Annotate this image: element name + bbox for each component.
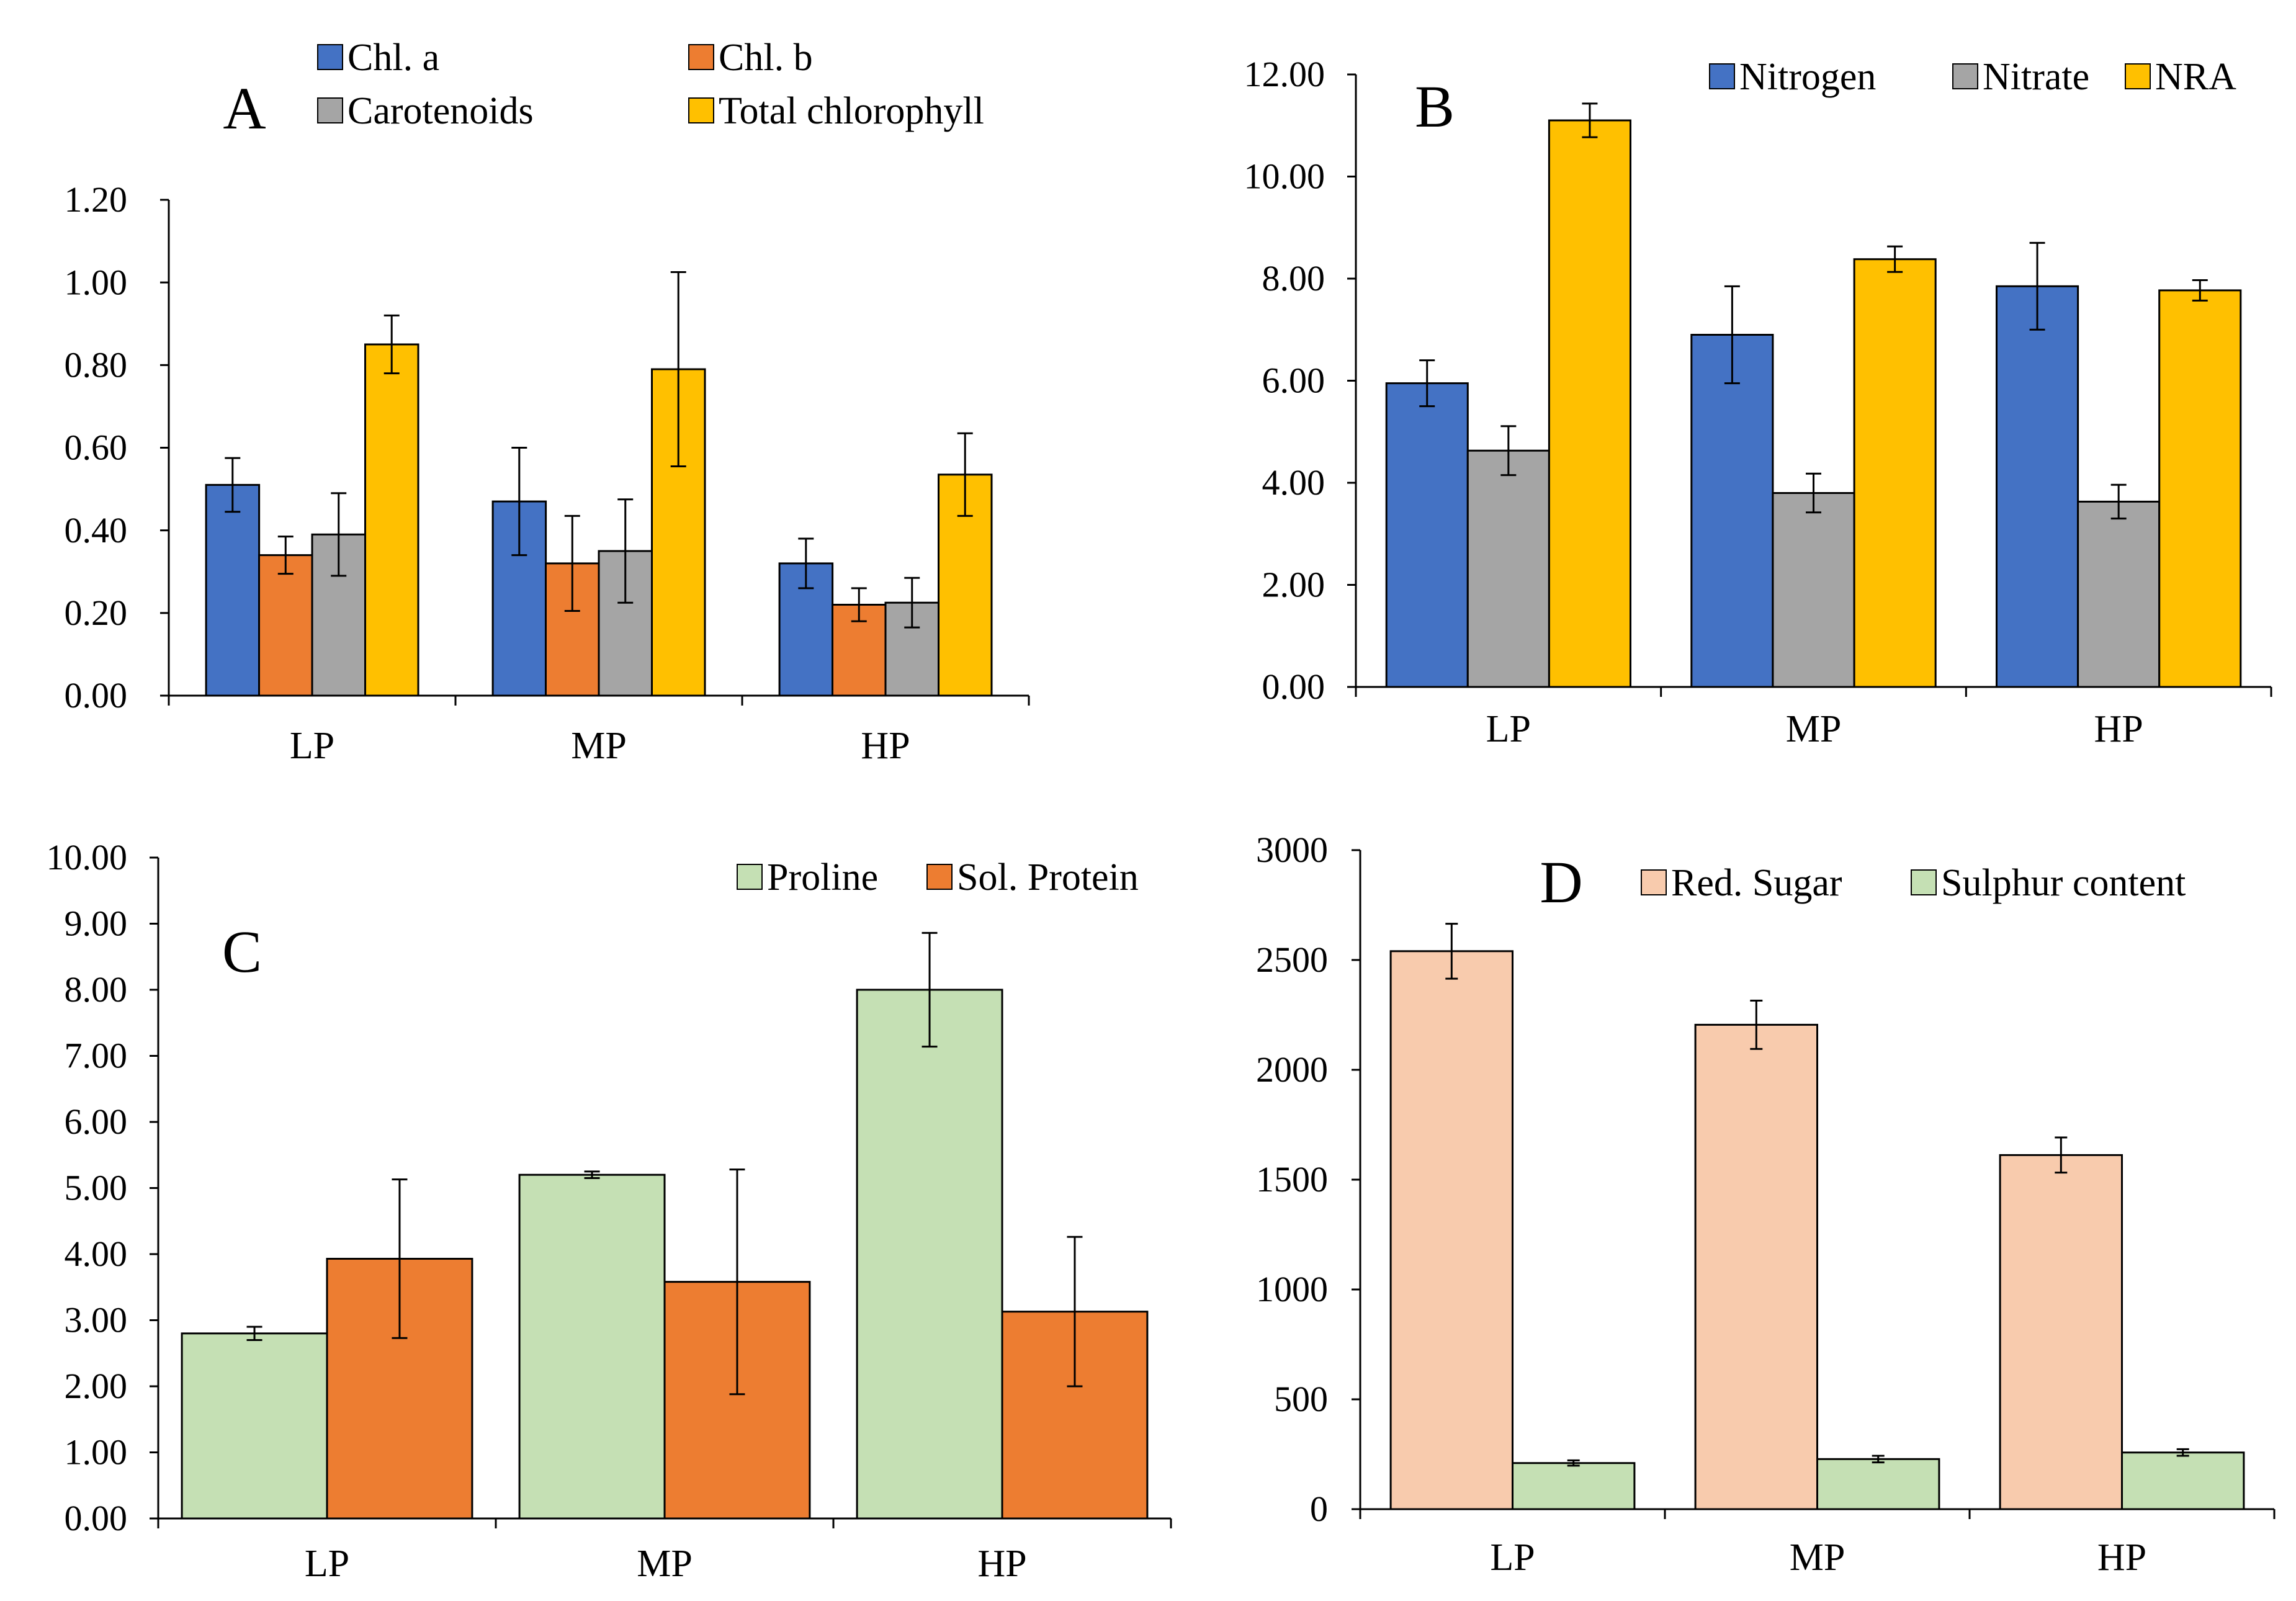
legend-swatch [2125, 63, 2151, 89]
panel-c: C 0.00 1.00 2.00 3.00 4.00 5.00 6.00 7.00 8.00 9.… [47, 837, 1172, 1585]
legend-label: Nitrate [1983, 56, 2089, 98]
legend-label: Carotenoids [348, 90, 534, 132]
legend-swatch [1952, 63, 1978, 89]
y-tick-label: 4.00 [1262, 462, 1325, 503]
y-tick-label: 2.00 [65, 1366, 128, 1406]
y-tick-label: 1500 [1256, 1159, 1328, 1200]
y-tick-label: 2000 [1256, 1049, 1328, 1090]
bar [2121, 1451, 2245, 1510]
y-tick-label: 2.00 [1262, 565, 1325, 605]
y-tick-label: 0.40 [65, 510, 128, 550]
y-tick-label: 7.00 [65, 1036, 128, 1076]
bar [364, 343, 419, 697]
y-tick-label: 6.00 [65, 1101, 128, 1142]
legend-swatch [688, 44, 714, 70]
panel-label: B [1415, 73, 1455, 140]
y-tick-label: 0.80 [65, 344, 128, 385]
bar [2158, 289, 2242, 688]
bar [1389, 950, 1514, 1510]
legend-swatch [1641, 869, 1667, 895]
x-tick-label: HP [2094, 708, 2143, 750]
bar [1694, 1023, 1819, 1510]
x-tick-label: MP [1786, 708, 1842, 750]
y-tick-label: 10.00 [47, 837, 128, 877]
legend-swatch [317, 44, 343, 70]
panel-label: D [1540, 849, 1582, 915]
legend-label: Proline [767, 856, 878, 899]
x-tick-label: LP [1490, 1536, 1535, 1579]
legend-label: Chl. a [348, 37, 439, 79]
legend-label: Red. Sugar [1671, 862, 1842, 904]
y-tick-label: 8.00 [1262, 258, 1325, 298]
y-tick-label: 1.00 [65, 1432, 128, 1473]
y-tick-label: 500 [1274, 1379, 1328, 1419]
legend-label: Sulphur content [1941, 862, 2186, 904]
y-tick-label: 0.00 [65, 675, 128, 715]
bar [1512, 1462, 1636, 1510]
y-tick-label: 0.20 [65, 593, 128, 633]
legend-swatch [1911, 869, 1937, 895]
x-tick-label: HP [977, 1543, 1026, 1585]
panel-a: A 0.00 0.20 0.40 0.60 0.80 1.00 1.20 LP MP HP Chl.… [65, 37, 1030, 767]
bar [1816, 1458, 1940, 1510]
y-tick-label: 2500 [1256, 940, 1328, 980]
bar [1466, 449, 1550, 688]
bar [518, 1173, 666, 1520]
y-tick-label: 6.00 [1262, 361, 1325, 401]
y-tick-label: 4.00 [65, 1234, 128, 1274]
bar [2077, 500, 2161, 688]
y-tick-label: 0.00 [1262, 666, 1325, 707]
bar [1690, 334, 1774, 688]
y-tick-label: 1.20 [65, 179, 128, 220]
panel-label: A [223, 75, 266, 141]
bar [1772, 492, 1855, 688]
legend-swatch [1709, 63, 1735, 89]
y-tick-label: 0.60 [65, 428, 128, 468]
x-tick-label: LP [1486, 708, 1531, 750]
legend-swatch [737, 864, 763, 890]
y-tick-label: 8.00 [65, 969, 128, 1010]
legend-label: Sol. Protein [957, 856, 1139, 899]
bar [258, 554, 313, 697]
x-tick-label: HP [2097, 1536, 2146, 1579]
bar [205, 483, 261, 697]
legend-swatch [688, 97, 714, 123]
x-tick-label: LP [290, 725, 334, 767]
x-tick-label: LP [305, 1543, 349, 1585]
x-tick-label: MP [637, 1543, 693, 1585]
y-tick-label: 1.00 [65, 262, 128, 302]
y-tick-label: 12.00 [1244, 54, 1325, 94]
y-tick-label: 9.00 [65, 904, 128, 944]
panel-label: C [222, 918, 262, 985]
legend-label: Nitrogen [1739, 56, 1876, 98]
bar [856, 989, 1003, 1520]
x-tick-label: MP [571, 725, 627, 767]
y-tick-label: 3.00 [65, 1300, 128, 1340]
y-tick-label: 1000 [1256, 1269, 1328, 1309]
legend-label: Total chlorophyll [719, 90, 984, 132]
legend-label: Chl. b [719, 37, 813, 79]
panel-b: B 0.00 2.00 4.00 6.00 8.00 10.00 12.00 LP MP HP Ni… [1244, 54, 2272, 750]
legend-swatch [926, 864, 953, 890]
x-tick-label: HP [861, 725, 910, 767]
legend-swatch [317, 97, 343, 123]
legend-label: NRA [2155, 56, 2236, 98]
bar [1996, 285, 2079, 688]
bar [1548, 119, 1631, 688]
y-tick-label: 5.00 [65, 1168, 128, 1208]
panel-d: D 0 500 1000 1500 2000 2500 3000 LP MP HP Red. Sug… [1256, 830, 2276, 1579]
y-tick-label: 0.00 [65, 1498, 128, 1538]
y-tick-label: 3000 [1256, 830, 1328, 870]
bar [1853, 258, 1937, 688]
bar [1385, 382, 1469, 688]
y-tick-label: 0 [1310, 1489, 1328, 1529]
bar [181, 1332, 328, 1520]
bar [1999, 1154, 2123, 1510]
x-tick-label: MP [1790, 1536, 1845, 1579]
y-tick-label: 10.00 [1244, 156, 1325, 197]
